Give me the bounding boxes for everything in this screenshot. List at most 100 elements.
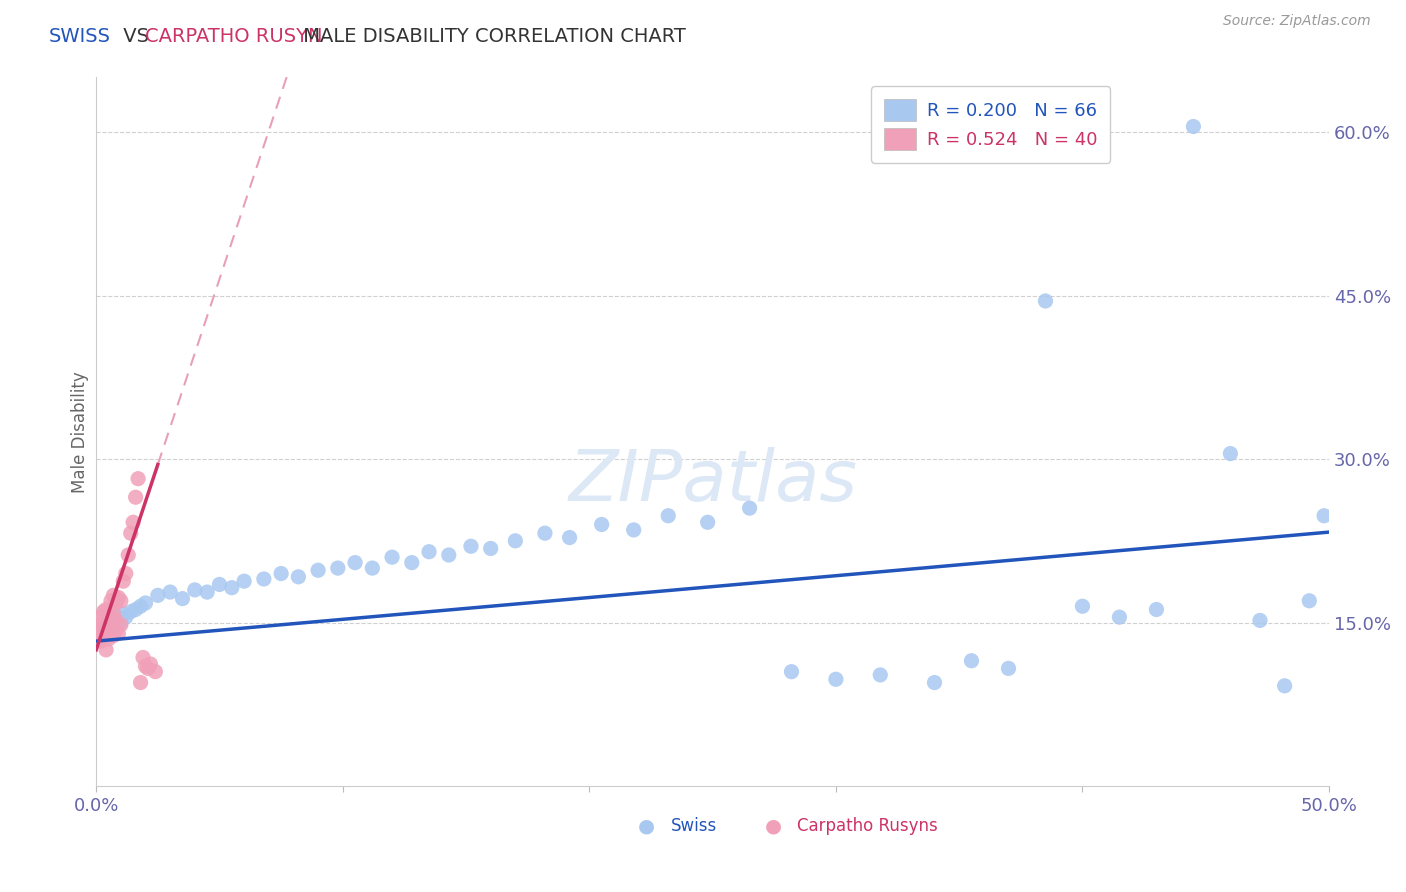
Point [90, 610, 112, 624]
Point [1274, 679, 1296, 693]
Point [127, 472, 149, 486]
Point [159, 585, 181, 599]
Point [1035, 293, 1057, 308]
Text: SWISS: SWISS [49, 28, 111, 46]
Point [100, 615, 122, 630]
Point [93, 605, 115, 619]
Point [208, 577, 231, 591]
Point [110, 617, 132, 632]
Point [107, 610, 129, 624]
Text: Source: ZipAtlas.com: Source: ZipAtlas.com [1223, 14, 1371, 29]
Point [505, 533, 527, 548]
Point [93, 624, 115, 639]
Point [418, 545, 440, 559]
Point [381, 550, 404, 565]
Point [90, 634, 112, 648]
Point [326, 561, 349, 575]
Point [195, 585, 218, 599]
Text: VS: VS [117, 28, 155, 46]
Point [129, 675, 152, 690]
Point [1313, 508, 1336, 523]
Text: ZIPatlas: ZIPatlas [568, 447, 858, 516]
Point [112, 607, 135, 621]
Point [114, 566, 136, 581]
Point [104, 624, 127, 638]
Point [104, 614, 127, 628]
Point [1182, 120, 1205, 134]
Point [129, 599, 152, 614]
Point [460, 539, 482, 553]
Point [437, 548, 460, 562]
Point [87, 621, 110, 635]
Point [738, 501, 761, 516]
Point [124, 490, 146, 504]
Point [87, 629, 110, 643]
Point [103, 617, 125, 632]
Point [100, 594, 122, 608]
Text: ●: ● [638, 817, 655, 836]
Point [134, 659, 156, 673]
Point [112, 574, 135, 589]
Point [93, 629, 115, 643]
Point [124, 602, 146, 616]
Point [1144, 602, 1167, 616]
Point [103, 629, 125, 643]
Point [825, 673, 848, 687]
Text: MALE DISABILITY CORRELATION CHART: MALE DISABILITY CORRELATION CHART [297, 28, 686, 46]
Point [117, 548, 139, 562]
Point [146, 588, 169, 602]
Point [93, 624, 115, 639]
Point [479, 541, 502, 556]
Point [110, 615, 132, 630]
Point [97, 617, 120, 632]
Point [107, 626, 129, 640]
Point [90, 631, 112, 645]
Point [114, 610, 136, 624]
Point [104, 610, 127, 624]
Point [104, 596, 127, 610]
Point [136, 661, 159, 675]
Point [94, 643, 117, 657]
Text: ●: ● [765, 817, 782, 836]
Text: CARPATHO RUSYN: CARPATHO RUSYN [145, 28, 322, 46]
Point [591, 517, 613, 532]
Point [270, 566, 292, 581]
Point [1298, 594, 1320, 608]
Point [143, 665, 166, 679]
Point [233, 574, 256, 589]
Point [110, 594, 132, 608]
Point [100, 621, 122, 635]
Point [132, 650, 155, 665]
Point [253, 572, 276, 586]
Point [93, 629, 115, 643]
Text: Carpatho Rusyns: Carpatho Rusyns [797, 817, 938, 835]
Point [869, 668, 891, 682]
Point [94, 614, 117, 628]
Point [134, 596, 156, 610]
Point [139, 657, 162, 671]
Point [172, 591, 194, 606]
Point [122, 516, 145, 530]
Point [696, 516, 718, 530]
Text: Swiss: Swiss [671, 817, 717, 835]
Point [97, 617, 120, 632]
Point [94, 602, 117, 616]
Point [1249, 614, 1271, 628]
Point [120, 526, 142, 541]
Point [103, 607, 125, 621]
Point [87, 634, 110, 648]
Point [287, 570, 309, 584]
Point [1071, 599, 1094, 614]
Point [90, 626, 112, 640]
Point [90, 617, 112, 632]
Point [120, 605, 142, 619]
Legend: R = 0.200   N = 66, R = 0.524   N = 40: R = 0.200 N = 66, R = 0.524 N = 40 [872, 87, 1111, 163]
Point [361, 561, 384, 575]
Point [558, 531, 581, 545]
Point [97, 607, 120, 621]
Point [184, 582, 207, 597]
Point [307, 563, 329, 577]
Point [100, 626, 122, 640]
Point [97, 632, 120, 646]
Point [1219, 447, 1241, 461]
